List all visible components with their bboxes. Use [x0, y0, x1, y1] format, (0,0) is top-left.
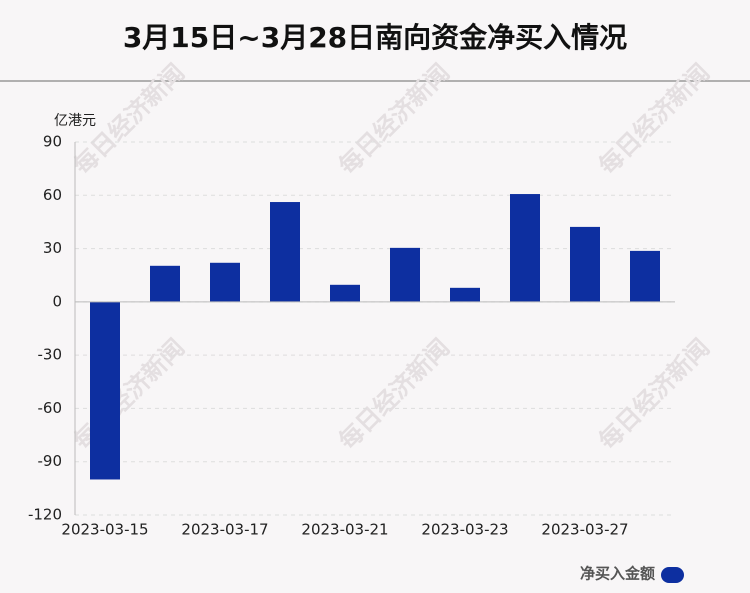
- x-tick-label: 2023-03-23: [421, 521, 508, 539]
- y-tick-label: -30: [38, 346, 63, 364]
- y-tick-label: -120: [28, 506, 62, 524]
- bar: [570, 226, 600, 302]
- x-tick-label: 2023-03-21: [301, 521, 388, 539]
- chart-title: 3月15日~3月28日南向资金净买入情况: [123, 21, 627, 54]
- bar: [90, 301, 120, 480]
- bar: [270, 202, 300, 302]
- x-tick-label: 2023-03-17: [181, 521, 268, 539]
- bar: [330, 284, 360, 302]
- legend-label: 净买入金额: [580, 565, 655, 583]
- x-tick-label: 2023-03-27: [541, 521, 628, 539]
- legend-swatch: [661, 567, 684, 583]
- y-tick-label: 90: [43, 133, 62, 151]
- y-axis-unit: 亿港元: [54, 113, 96, 129]
- y-tick-label: -60: [38, 399, 63, 417]
- bar: [390, 247, 420, 302]
- bar: [510, 194, 540, 302]
- y-tick-label: 30: [43, 239, 62, 257]
- bar: [150, 265, 180, 302]
- y-tick-label: 0: [52, 292, 62, 310]
- y-tick-label: -90: [38, 452, 63, 470]
- y-tick-label: 60: [43, 186, 62, 204]
- x-tick-label: 2023-03-15: [61, 521, 148, 539]
- bar: [630, 250, 660, 302]
- bar: [450, 287, 480, 302]
- bar: [210, 262, 240, 302]
